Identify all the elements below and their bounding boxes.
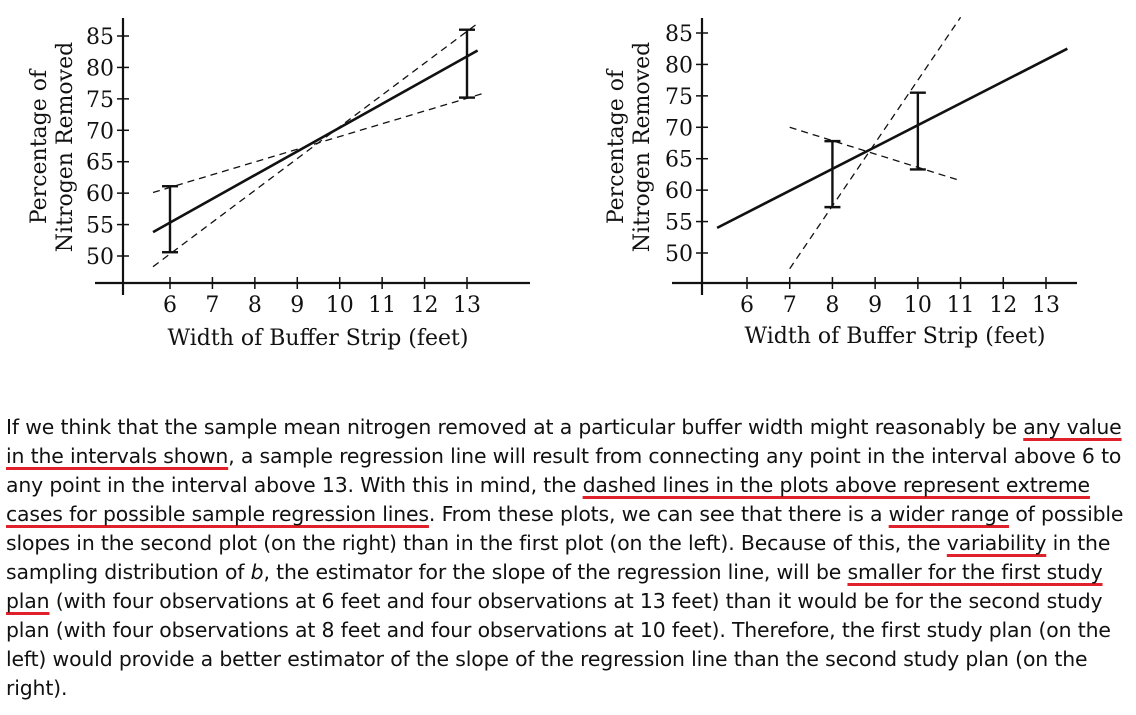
y-tick-label: 65 [86,151,114,176]
x-tick-label: 10 [326,293,354,318]
y-tick-label: 80 [665,53,693,78]
text-segment: . From these plots, we can see that ther… [428,502,889,526]
regression-line [716,47,1068,230]
y-tick-label: 85 [86,25,114,50]
y-axis-label-line1: Percentage of [27,68,52,224]
x-tick-label: 13 [453,293,481,318]
y-tick-label: 50 [86,245,114,270]
x-tick-label: 13 [1032,293,1060,318]
extreme-regression-dashed-line [789,126,961,182]
y-tick-label: 60 [665,179,693,204]
text-segment: , the estimator for the slope of the reg… [263,560,848,584]
text-segment: in the sampling distribution of [6,531,1111,584]
right-scatter-plot: 50 55 60 65 70 75 80 85 6 7 8 9 10 11 12 13 Width of Buf… [577,0,1136,370]
x-axis-label: Width of Buffer Strip (feet) [745,324,1046,349]
extreme-regression-dashed-line [152,92,485,194]
x-tick-label: 9 [290,293,304,318]
y-axis-label-line1: Percentage of [604,68,629,224]
x-tick-label: 9 [868,293,882,318]
y-tick-label: 75 [665,85,693,110]
y-axis-label-line2: Nitrogen Removed [53,42,78,252]
underlined-phrase: any value in the intervals shown [6,415,1122,468]
y-tick-label: 85 [665,22,693,47]
plot-svg: 50 55 60 65 70 75 80 85 6 7 8 9 10 11 12 13 Width of Buf… [27,18,530,351]
x-tick-label: 7 [783,293,797,318]
y-tick-label: 60 [86,182,114,207]
underlined-phrase: variability [946,531,1047,555]
x-tick-label: 11 [368,293,396,318]
x-tick-label: 6 [163,293,177,318]
y-tick-label: 80 [86,56,114,81]
left-scatter-plot: 50 55 60 65 70 75 80 85 6 7 8 9 10 11 12 13 Width of Buf… [0,0,560,370]
y-tick-label: 55 [665,211,693,236]
y-tick-label: 70 [86,119,114,144]
y-tick-label: 50 [665,242,693,267]
extreme-regression-dashed-line [789,16,962,270]
text-segment: (with four observations at 6 feet and fo… [6,589,1111,700]
x-tick-label: 12 [411,293,439,318]
extreme-regression-dashed-line [152,22,478,268]
y-tick-label: 70 [665,116,693,141]
underlined-phrase: dashed lines in the plots above represen… [6,473,1090,526]
text-segment: If we think that the sample mean nitroge… [6,415,1024,439]
x-tick-label: 7 [205,293,219,318]
text-segment: , a sample regression line will result f… [6,444,1122,497]
y-tick-label: 75 [86,88,114,113]
y-tick-label: 55 [86,214,114,239]
text-segment: of possible slopes in the second plot (o… [6,502,1124,555]
underlined-phrase: wider range [888,502,1010,526]
plot-svg: 50 55 60 65 70 75 80 85 6 7 8 9 10 11 12 13 Width of Buf… [604,16,1077,349]
x-tick-label: 11 [947,293,975,318]
x-tick-label: 8 [825,293,839,318]
y-axis-label-line2: Nitrogen Removed [630,42,655,252]
underlined-phrase: smaller for the first study plan [6,560,1103,613]
y-tick-label: 65 [665,148,693,173]
x-tick-label: 8 [248,293,262,318]
slope-estimator-symbol: b [250,560,264,584]
x-tick-label: 12 [989,293,1017,318]
explanation-paragraph: If we think that the sample mean nitroge… [6,413,1134,703]
x-tick-label: 10 [904,293,932,318]
x-axis-label: Width of Buffer Strip (feet) [168,326,469,351]
regression-line [152,49,479,234]
x-tick-label: 6 [740,293,754,318]
